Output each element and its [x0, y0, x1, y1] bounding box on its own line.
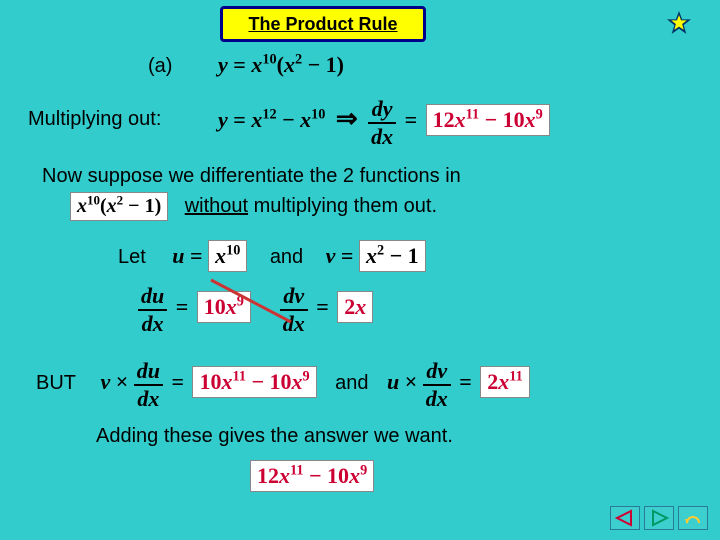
label-a: (a)	[148, 55, 172, 78]
label-multiplying-out: Multiplying out:	[28, 108, 161, 131]
eq-multiplied-out: y = x12 − x10 ⇒ dydx = 12x11 − 10x9	[218, 98, 550, 148]
star-icon	[666, 10, 692, 36]
eq-original: y = x10(x2 − 1)	[218, 52, 344, 78]
label-adding: Adding these gives the answer we want.	[96, 425, 453, 448]
triangle-left-icon	[611, 507, 639, 529]
nav-prev-button[interactable]	[610, 506, 640, 530]
label-now-suppose-2: x10(x2 − 1) without multiplying them out…	[70, 192, 437, 221]
result-box-1: 12x11 − 10x9	[426, 104, 550, 136]
nav-next-button[interactable]	[644, 506, 674, 530]
slide: The Product Rule (a) y = x10(x2 − 1) Mul…	[0, 0, 720, 540]
final-result: 12x11 − 10x9	[250, 460, 374, 492]
slide-title: The Product Rule	[220, 6, 426, 42]
label-now-suppose-1: Now suppose we differentiate the 2 funct…	[42, 165, 461, 188]
return-icon	[679, 507, 707, 529]
triangle-right-icon	[645, 507, 673, 529]
row-but: BUT v × dudx = 10x11 − 10x9 and u × dvdx…	[36, 360, 530, 410]
row-let: Let u = x10 and v = x2 − 1	[118, 240, 426, 272]
nav-return-button[interactable]	[678, 506, 708, 530]
strike-icon	[206, 272, 306, 332]
